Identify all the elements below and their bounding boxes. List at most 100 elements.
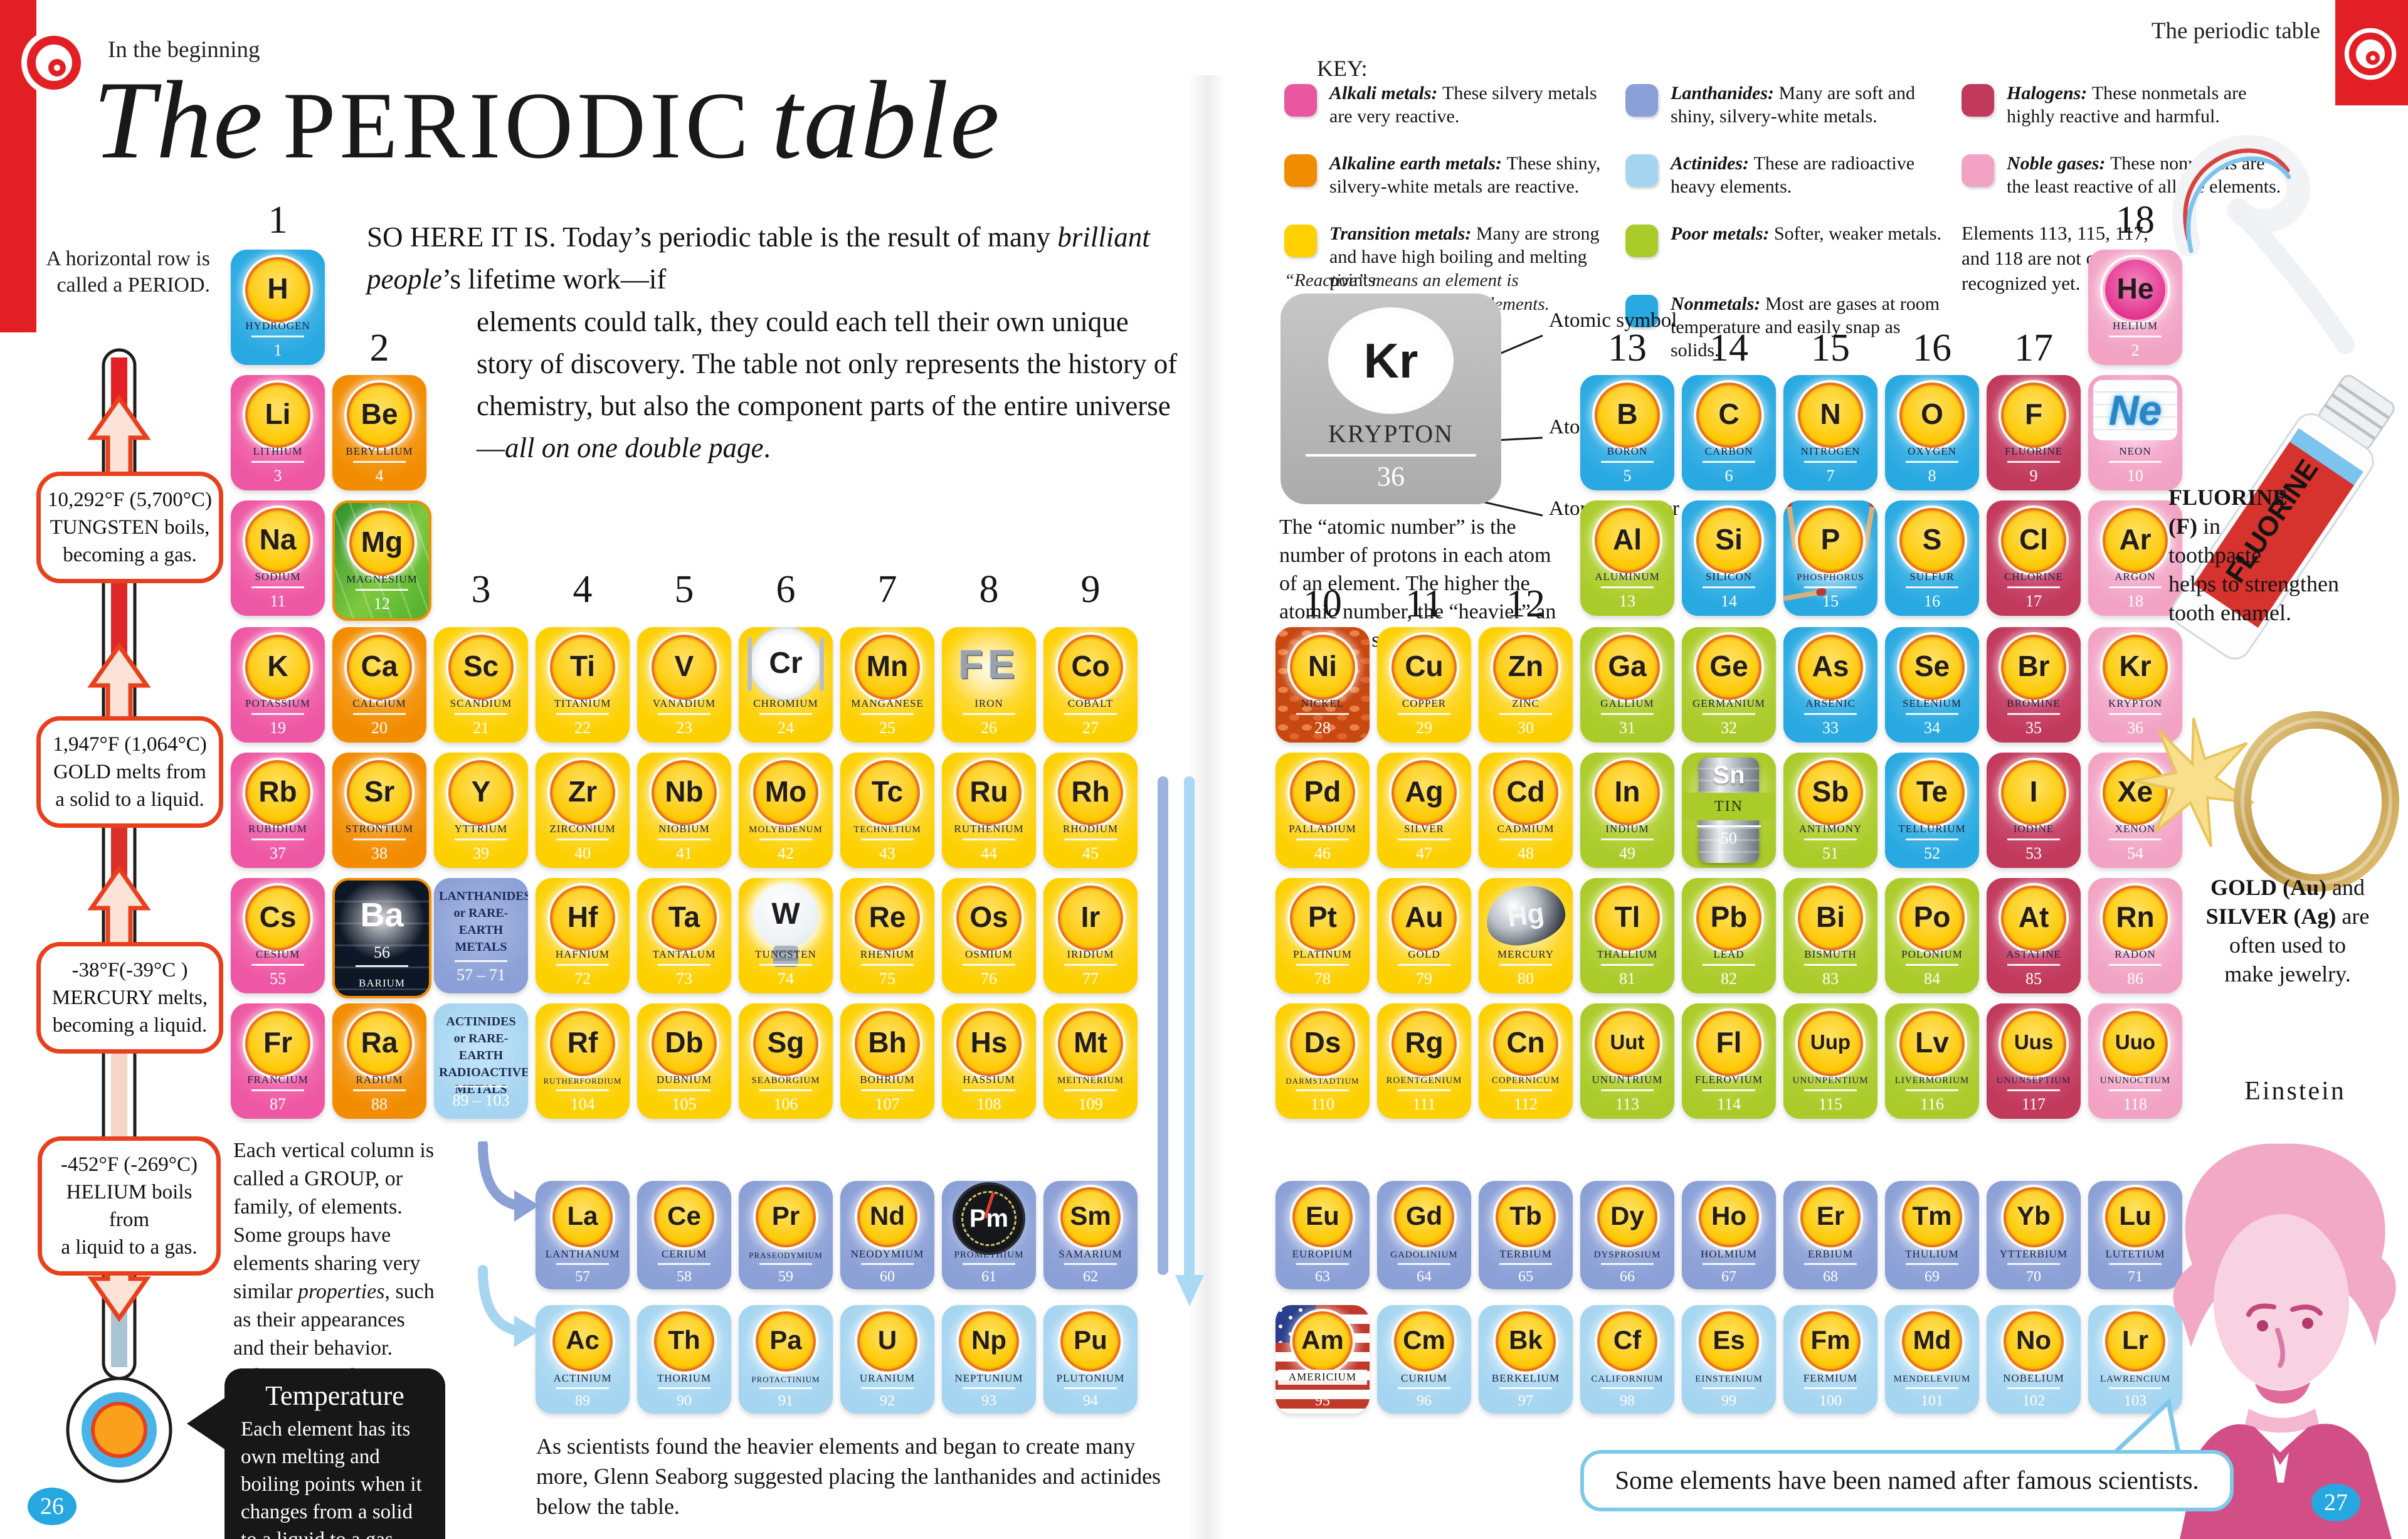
- element-name: CHLORINE: [2004, 571, 2063, 583]
- element-cell-Nd: Nd NEODYMIUM 60: [840, 1181, 934, 1289]
- symbol-circle: Bh: [855, 1011, 920, 1076]
- element-number: 66: [1620, 1269, 1635, 1285]
- element-symbol: Ho: [1711, 1201, 1746, 1230]
- symbol-circle: Pd: [1290, 760, 1355, 825]
- symbol-circle: Uut: [1595, 1011, 1660, 1076]
- element-number: 56: [374, 943, 390, 961]
- element-number: 95: [1315, 1393, 1330, 1409]
- element-name: BORON: [1607, 445, 1648, 457]
- element-cell-Mg: Mg MAGNESIUM 12: [332, 500, 431, 621]
- element-number: 73: [676, 970, 692, 988]
- symbol-circle: Pa: [756, 1311, 816, 1372]
- element-cell-Rg: Rg ROENTGENIUM 111: [1377, 1003, 1471, 1119]
- element-cell-Hs: Hs HASSIUM 108: [942, 1003, 1036, 1119]
- element-symbol: Br: [2017, 650, 2050, 682]
- element-number: 70: [2026, 1269, 2041, 1285]
- element-cell-Lv: Lv LIVERMORIUM 116: [1885, 1003, 1979, 1119]
- element-name: ZINC: [1512, 697, 1539, 709]
- cell-glow: [335, 881, 429, 963]
- group-header-8: 8: [979, 568, 999, 611]
- element-cell-Bh: Bh BOHRIUM 107: [840, 1003, 934, 1119]
- element-number: 79: [1416, 970, 1432, 988]
- symbol-circle: Hf: [550, 886, 615, 951]
- element-number: 85: [2025, 970, 2042, 988]
- element-name: RHODIUM: [1062, 823, 1119, 835]
- group-header-18: 18: [2116, 199, 2155, 241]
- element-symbol: Uus: [2014, 1030, 2054, 1054]
- element-cell-Sn: Sn TIN 50: [1682, 753, 1776, 868]
- element-name: MAGNESIUM: [346, 573, 418, 585]
- element-cell-Xe: Xe XENON 54: [2088, 753, 2182, 868]
- element-cell-H: H HYDROGEN 1: [231, 250, 325, 365]
- element-number: 44: [981, 844, 997, 862]
- symbol-circle: Dy: [1597, 1187, 1657, 1247]
- element-symbol: Pu: [1074, 1325, 1107, 1355]
- element-number: 1: [273, 341, 282, 359]
- element-cell-Uut: Uut UNUNTRIUM 113: [1580, 1003, 1674, 1119]
- element-cell-Na: Na SODIUM 11: [231, 500, 325, 616]
- element-symbol: Pb: [1710, 901, 1748, 933]
- element-cell-Es: Es EINSTEINIUM 99: [1682, 1305, 1776, 1414]
- element-symbol: Fr: [263, 1026, 292, 1059]
- element-number: 50: [1721, 829, 1737, 847]
- element-number: 53: [2025, 844, 2042, 862]
- group-header-12: 12: [1506, 583, 1545, 625]
- symbol-circle: Nb: [652, 760, 717, 825]
- element-number: 11: [270, 592, 286, 610]
- element-name: IODINE: [2013, 823, 2054, 835]
- element-name: THALLIUM: [1597, 948, 1658, 960]
- symbol-circle: Ca: [347, 635, 412, 700]
- element-name: EUROPIUM: [1292, 1248, 1353, 1260]
- element-cell-Cs: Cs CESIUM 55: [231, 878, 325, 993]
- symbol-circle: Br: [2001, 635, 2066, 700]
- element-cell-Bi: Bi BISMUTH 83: [1783, 878, 1877, 993]
- symbol-circle: Ho: [1699, 1187, 1759, 1247]
- symbol-circle: Sc: [448, 635, 514, 700]
- element-name: PROMETHIUM: [954, 1250, 1024, 1260]
- element-cell-W: W TUNGSTEN 74: [739, 878, 833, 993]
- element-name: CURIUM: [1400, 1372, 1447, 1384]
- glow-dial-icon: Pm: [955, 1185, 1023, 1252]
- element-cell-Yb: Yb YTTERBIUM 70: [1987, 1181, 2081, 1289]
- element-number: 5: [1623, 467, 1632, 485]
- element-symbol: Fl: [1716, 1026, 1742, 1059]
- element-symbol: P: [1820, 523, 1840, 556]
- symbol-circle: Kr: [2103, 635, 2168, 700]
- element-symbol: Si: [1715, 523, 1743, 556]
- element-symbol: Nb: [665, 775, 704, 808]
- element-symbol: Be: [361, 398, 398, 430]
- element-name: YTTERBIUM: [1999, 1248, 2068, 1260]
- element-symbol: Rn: [2116, 901, 2155, 933]
- scientists-bubble: Some elements have been named after famo…: [1580, 1450, 2234, 1511]
- element-number: 13: [1619, 592, 1635, 610]
- key-entry-label: Nonmetals:: [1671, 294, 1765, 314]
- element-cell-Np: Np NEPTUNIUM 93: [942, 1305, 1036, 1414]
- element-name: OSMIUM: [965, 948, 1013, 960]
- element-number: 57: [575, 1269, 590, 1285]
- element-cell-Uuo: Uuo UNUNOCTIUM 118: [2088, 1003, 2182, 1119]
- element-symbol: Co: [1071, 650, 1110, 682]
- key-column-2: Lanthanides: Many are soft and shiny, si…: [1625, 82, 1964, 433]
- element-cell-Cf: Cf CALIFORNIUM 98: [1580, 1305, 1674, 1414]
- element-name: LAWRENCIUM: [2099, 1374, 2171, 1384]
- element-symbol: Cf: [1613, 1325, 1642, 1355]
- group-header-7: 7: [877, 568, 897, 611]
- element-number: 33: [1822, 719, 1839, 737]
- key-entry-desc: These nonmetals are the least reactive o…: [2007, 153, 2281, 197]
- symbol-circle: Nd: [857, 1187, 917, 1247]
- element-name: SEABORGIUM: [751, 1076, 820, 1086]
- symbol-circle: Uus: [2001, 1011, 2066, 1076]
- element-symbol: Ba: [360, 896, 404, 934]
- group-header-13: 13: [1608, 327, 1647, 369]
- key-color-chip-icon: [1962, 154, 1994, 187]
- element-symbol: At: [2018, 901, 2049, 933]
- symbol-circle: Bi: [1798, 886, 1863, 951]
- element-number: 91: [778, 1393, 793, 1409]
- element-cell-Eu: Eu EUROPIUM 63: [1275, 1181, 1370, 1289]
- element-symbol: Yb: [2017, 1201, 2051, 1230]
- element-symbol: Mt: [1074, 1026, 1107, 1059]
- element-cell-Be: Be BERYLLIUM 4: [332, 375, 426, 490]
- element-number: 14: [1721, 592, 1737, 610]
- element-number: 47: [1416, 844, 1432, 862]
- element-symbol: Rf: [567, 1026, 598, 1059]
